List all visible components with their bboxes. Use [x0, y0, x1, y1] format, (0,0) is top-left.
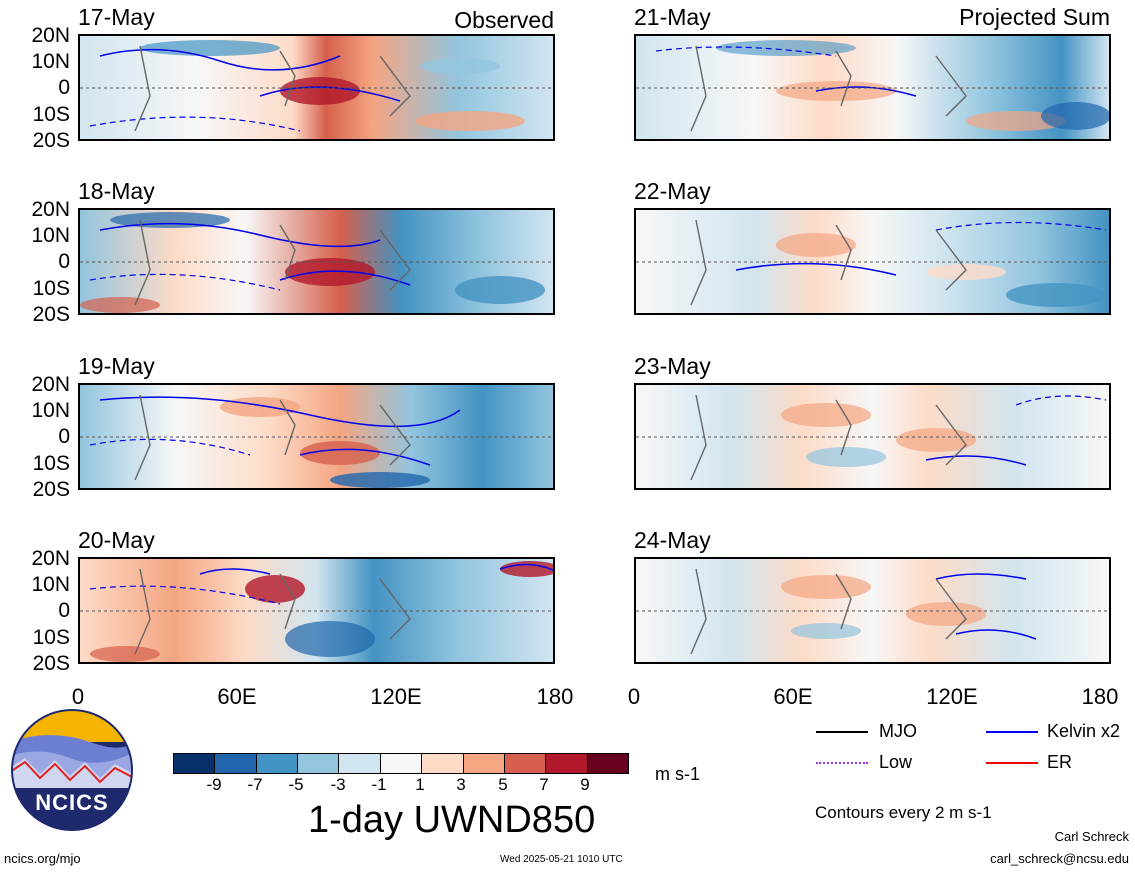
wind-map: [634, 557, 1111, 664]
map-overlay: [636, 394, 1109, 481]
lat-tick-0: 0: [58, 76, 70, 99]
panel-date: 24-May: [634, 527, 711, 553]
colorbar: [173, 753, 629, 774]
map-overlay: [636, 40, 1109, 132]
lat-tick-20s: 20S: [32, 303, 70, 326]
panel-date: 19-May: [78, 353, 155, 379]
panel-date: 20-May: [78, 527, 155, 553]
lon-tick-60e: 60E: [217, 684, 257, 709]
lat-tick-0: 0: [58, 599, 70, 622]
legend-line-er: [986, 762, 1038, 764]
lat-tick-0: 0: [58, 425, 70, 448]
map-overlay: [636, 219, 1109, 307]
lon-tick-180: 180: [536, 684, 574, 709]
lat-tick-20n: 20N: [31, 198, 70, 221]
wind-map: [78, 208, 555, 315]
lat-tick-10s: 10S: [32, 277, 70, 300]
map-overlay: [80, 212, 553, 313]
colorbar-swatch: [545, 754, 587, 773]
wind-map: [78, 557, 555, 664]
legend-label-low: Low: [879, 752, 913, 772]
lon-tick-0: 0: [71, 684, 85, 709]
contour-note: Contours every 2 m s-1: [815, 803, 992, 822]
colorbar-swatch: [338, 754, 380, 773]
lat-tick-20n: 20N: [31, 373, 70, 396]
footer-email[interactable]: carl_schreck@ncsu.edu: [990, 851, 1129, 866]
legend-label-mjo: MJO: [879, 721, 917, 741]
lon-tick-120e: 120E: [926, 684, 978, 709]
footer-author: Carl Schreck: [1054, 829, 1129, 844]
panel-date: 21-May: [634, 4, 711, 30]
colorbar-swatch: [174, 754, 215, 773]
lon-tick-0: 0: [627, 684, 641, 709]
colorbar-label: -9: [206, 775, 222, 794]
map-overlay: [80, 561, 553, 662]
colorbar-swatch: [586, 754, 628, 773]
lat-tick-20s: 20S: [32, 478, 70, 501]
lat-tick-10n: 10N: [31, 50, 70, 73]
map-overlay: [80, 394, 553, 488]
colorbar-swatch: [255, 754, 298, 773]
colorbar-swatch: [503, 754, 546, 773]
colorbar-label: 3: [456, 775, 466, 794]
lat-tick-20s: 20S: [32, 652, 70, 675]
panel-date: 22-May: [634, 178, 711, 204]
wind-map: [634, 208, 1111, 315]
footer-timestamp: Wed 2025-05-21 1010 UTC: [500, 854, 623, 865]
lon-tick-120e: 120E: [370, 684, 422, 709]
lat-tick-10n: 10N: [31, 573, 70, 596]
lat-tick-0: 0: [58, 250, 70, 273]
colorbar-units: m s-1: [655, 764, 700, 784]
lon-tick-180: 180: [1081, 684, 1119, 709]
lat-tick-10s: 10S: [32, 452, 70, 475]
legend-line-mjo: [816, 731, 868, 733]
colorbar-swatch: [214, 754, 256, 773]
panel-label: Observed: [454, 7, 554, 33]
lat-tick-10n: 10N: [31, 399, 70, 422]
logo-icon: [11, 709, 133, 831]
panel-date: 17-May: [78, 4, 155, 30]
colorbar-label: 7: [539, 775, 549, 794]
ncics-logo: NCICS: [10, 708, 134, 832]
lat-tick-20n: 20N: [31, 547, 70, 570]
wind-map: [634, 383, 1111, 490]
logo-text: NCICS: [35, 790, 109, 815]
lat-tick-10s: 10S: [32, 103, 70, 126]
colorbar-label: -3: [330, 775, 346, 794]
map-overlay: [80, 40, 553, 132]
lon-tick-60e: 60E: [773, 684, 813, 709]
legend-line-low: [816, 762, 868, 764]
legend-line-kelvin: [986, 731, 1038, 733]
panel-date: 18-May: [78, 178, 155, 204]
map-overlay: [636, 568, 1109, 655]
colorbar-swatch: [421, 754, 463, 773]
colorbar-label: -5: [288, 775, 304, 794]
lat-tick-10n: 10N: [31, 224, 70, 247]
lat-tick-10s: 10S: [32, 626, 70, 649]
legend-label-kelvin: Kelvin x2: [1047, 721, 1121, 741]
lat-tick-20n: 20N: [31, 24, 70, 47]
wind-map: [78, 383, 555, 490]
footer-url[interactable]: ncics.org/mjo: [4, 851, 81, 866]
colorbar-swatch: [297, 754, 339, 773]
colorbar-label: 9: [580, 775, 590, 794]
panel-label: Projected Sum: [959, 4, 1110, 30]
colorbar-label: 1: [415, 775, 425, 794]
wind-map: [78, 34, 555, 141]
colorbar-label: -1: [371, 775, 387, 794]
legend-label-er: ER: [1047, 752, 1073, 772]
colorbar-label: -7: [247, 775, 263, 794]
colorbar-swatch: [462, 754, 504, 773]
colorbar-swatch: [379, 754, 422, 773]
colorbar-label: 5: [498, 775, 508, 794]
figure-title: 1-day UWND850: [308, 799, 596, 841]
wind-map: [634, 34, 1111, 141]
lat-tick-20s: 20S: [32, 129, 70, 152]
panel-date: 23-May: [634, 353, 711, 379]
